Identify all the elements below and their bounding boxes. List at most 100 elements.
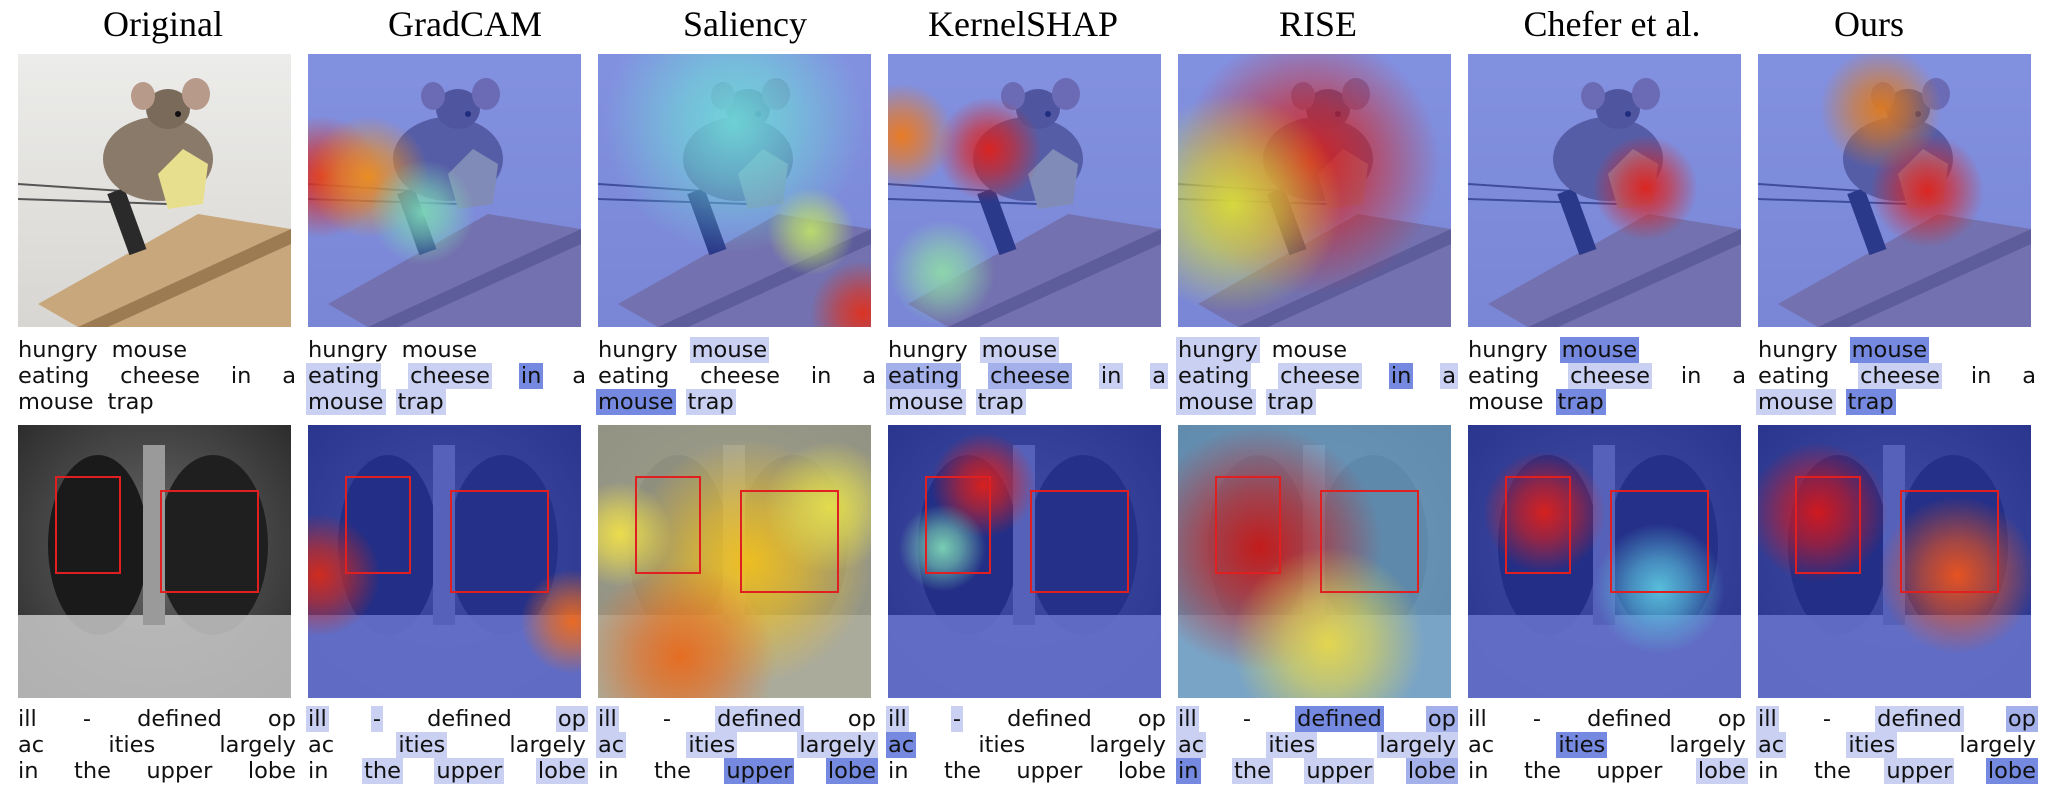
token: upper <box>146 758 213 784</box>
token: lobe <box>535 758 588 784</box>
xray-heatmap-panel <box>1468 425 1741 698</box>
caption-line: hungry mouse <box>596 337 878 363</box>
token: mouse <box>1271 337 1348 363</box>
mouse-caption: hungry mouse eating cheese in a mouse trap <box>306 337 588 415</box>
mouse-heatmap-panel <box>1178 54 1451 327</box>
xray-heatmap-panel <box>1758 425 2031 698</box>
column-title: Original <box>103 4 223 44</box>
caption-line: ac ities largely <box>1176 732 1458 758</box>
token: upper <box>1596 758 1663 784</box>
token: cheese <box>120 363 200 389</box>
token: lobe <box>1117 758 1166 784</box>
caption-line: eating cheese in a <box>596 363 878 389</box>
token: ities <box>686 732 738 758</box>
token: ac <box>886 732 917 758</box>
heat-blob <box>936 97 1042 202</box>
column-title: GradCAM <box>388 4 542 44</box>
mouse-caption: hungry mouse eating cheese in a mouse trap <box>1756 337 2038 415</box>
caption-line: hungry mouse <box>1176 337 1458 363</box>
token: cheese <box>1858 363 1942 389</box>
token: in <box>1758 758 1779 784</box>
caption-line: in the upper lobe <box>16 758 298 784</box>
token: ill <box>1468 706 1487 732</box>
token: op <box>1425 706 1458 732</box>
token: ill <box>1756 706 1779 732</box>
xray-heatmap-panel <box>598 425 871 698</box>
token: - <box>1532 706 1541 732</box>
token: mouse <box>1559 337 1640 363</box>
token: eating <box>306 363 382 389</box>
token: mouse <box>886 389 966 415</box>
caption-line: in the upper lobe <box>306 758 588 784</box>
token: eating <box>18 363 90 389</box>
caption-line: mouse trap <box>1176 389 1458 415</box>
heat-blob <box>1232 547 1425 698</box>
token: op <box>555 706 588 732</box>
token: ac <box>1468 732 1495 758</box>
bounding-box <box>450 490 549 593</box>
caption-line: eating cheese in a <box>1466 363 1748 389</box>
token: trap <box>1265 389 1316 415</box>
heat-blob <box>1819 54 1942 170</box>
caption-line: mouse trap <box>1466 389 1748 415</box>
token: in <box>1970 363 1992 389</box>
token: hungry <box>308 337 388 363</box>
heat-blob <box>1593 135 1698 241</box>
column-title: Chefer et al. <box>1523 4 1701 44</box>
token: the <box>654 758 691 784</box>
bounding-box <box>345 476 411 574</box>
token: ac <box>1756 732 1787 758</box>
token: a <box>1150 363 1168 389</box>
token: lobe <box>1695 758 1748 784</box>
heat-blob <box>890 219 996 325</box>
caption-line: ac ities largely <box>306 732 588 758</box>
bounding-box <box>1795 476 1861 574</box>
caption-line: in the upper lobe <box>596 758 878 784</box>
token: ill <box>18 706 37 732</box>
token: in <box>1468 758 1489 784</box>
caption-line: ac ities largely <box>886 732 1168 758</box>
bounding-box <box>1320 490 1419 593</box>
token: ities <box>1846 732 1898 758</box>
token: ities <box>978 732 1026 758</box>
token: largely <box>1959 732 2036 758</box>
bounding-box <box>160 490 259 593</box>
bounding-box <box>1215 476 1281 574</box>
token: defined <box>1295 706 1384 732</box>
heat-blob <box>898 504 987 592</box>
token: mouse <box>979 337 1060 363</box>
caption-line: eating cheese in a <box>306 363 588 389</box>
token: in <box>1098 363 1124 389</box>
token: in <box>18 758 39 784</box>
token: - <box>950 706 963 732</box>
xray-heatmap-panel <box>888 425 1161 698</box>
token: hungry <box>1758 337 1838 363</box>
caption-line: in the upper lobe <box>1176 758 1458 784</box>
heat-blob <box>1878 496 2031 654</box>
xray-caption: ill - defined op ac ities largely in the upper lob… <box>886 706 1168 784</box>
caption-line: in the upper lobe <box>1756 758 2038 784</box>
token: trap <box>395 389 446 415</box>
token: op <box>1717 706 1746 732</box>
caption-line: hungry mouse <box>1756 337 2038 363</box>
caption-line: ill - defined op <box>596 706 878 732</box>
caption-line: eating cheese in a <box>16 363 298 389</box>
token: lobe <box>247 758 296 784</box>
token: ac <box>18 732 45 758</box>
heat-blob <box>598 560 776 698</box>
token: the <box>1814 758 1851 784</box>
token: defined <box>1875 706 1964 732</box>
caption-line: ac ities largely <box>1466 732 1748 758</box>
caption-line: in the upper lobe <box>1466 758 1748 784</box>
token: ill <box>596 706 619 732</box>
token: hungry <box>18 337 98 363</box>
caption-line: ac ities largely <box>16 732 298 758</box>
token: - <box>1242 706 1251 732</box>
token: ill <box>306 706 329 732</box>
heat-blob <box>1483 451 1606 574</box>
token: defined <box>1587 706 1672 732</box>
token: op <box>847 706 876 732</box>
column-title: RISE <box>1278 4 1357 44</box>
token: mouse <box>1756 389 1836 415</box>
token: a <box>282 363 296 389</box>
